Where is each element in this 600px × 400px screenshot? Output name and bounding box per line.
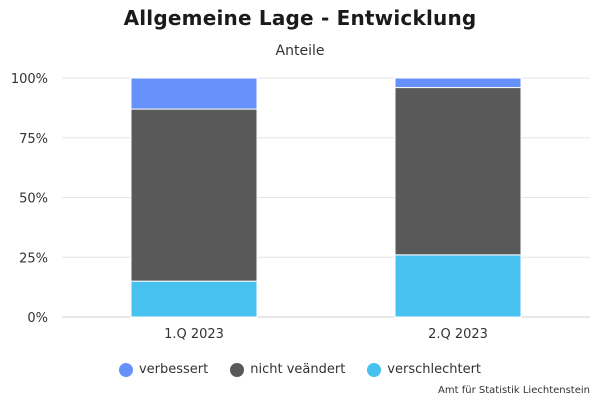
- chart-subtitle: Anteile: [275, 43, 325, 59]
- legend-label: nicht veändert: [250, 362, 346, 377]
- legend-item[interactable]: verbessert: [118, 362, 209, 377]
- bar-segment: [394, 77, 522, 89]
- y-tick-label: 75%: [19, 132, 48, 147]
- legend-swatch: [230, 362, 245, 377]
- y-tick-label: 50%: [19, 192, 48, 207]
- bar-segment: [130, 77, 258, 110]
- legend-swatch: [118, 362, 133, 377]
- y-tick-label: 0%: [27, 311, 48, 326]
- legend-swatch: [367, 362, 382, 377]
- bar-segment: [394, 87, 522, 256]
- bar-segment: [130, 280, 258, 318]
- bar-segment: [130, 108, 258, 282]
- legend-label: verbessert: [138, 362, 209, 377]
- y-tick-label: 100%: [11, 72, 48, 87]
- legend-label: verschlechtert: [387, 362, 482, 377]
- source-credit: Amt für Statistik Liechtenstein: [438, 385, 590, 396]
- legend-item[interactable]: nicht veändert: [230, 362, 345, 377]
- y-tick-label: 25%: [19, 251, 48, 266]
- bar-segment: [394, 254, 522, 318]
- chart-title: Allgemeine Lage - Entwicklung: [123, 6, 477, 30]
- x-tick-label: 2.Q 2023: [428, 327, 488, 342]
- legend-item[interactable]: verschlechtert: [367, 362, 481, 377]
- chart-legend: verbessert nicht veändert verschlechtert: [0, 362, 600, 377]
- x-tick-label: 1.Q 2023: [164, 327, 224, 342]
